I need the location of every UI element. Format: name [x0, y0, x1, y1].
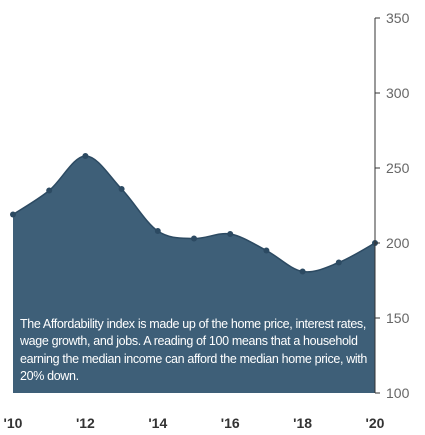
- data-point: [335, 259, 342, 266]
- area-fill: [13, 155, 375, 393]
- data-point: [10, 211, 16, 218]
- data-point: [227, 231, 234, 237]
- data-point: [154, 228, 161, 234]
- data-point: [191, 235, 197, 242]
- y-tick-label: 200: [386, 235, 410, 251]
- y-tick-label: 100: [386, 385, 410, 401]
- y-tick-label: 350: [386, 10, 410, 26]
- x-tick-label: '14: [148, 415, 167, 431]
- x-tick-label: '12: [76, 415, 95, 431]
- y-axis: 350 300 250 200 150 100: [374, 10, 410, 401]
- data-point: [46, 187, 53, 194]
- data-point: [263, 247, 270, 254]
- data-point: [82, 153, 89, 159]
- chart-annotation: The Affordability index is made up of th…: [20, 317, 368, 383]
- x-axis: '10 '12 '14 '16 '18 '20: [4, 415, 385, 431]
- y-tick-label: 300: [386, 85, 410, 101]
- data-points: [10, 153, 378, 275]
- data-point: [299, 268, 306, 275]
- y-tick-label: 150: [386, 310, 410, 326]
- x-tick-label: '16: [221, 415, 240, 431]
- y-tick-label: 250: [386, 160, 410, 176]
- x-tick-label: '18: [293, 415, 312, 431]
- x-tick-label: '10: [4, 415, 23, 431]
- x-tick-label: '20: [366, 415, 385, 431]
- data-point: [118, 186, 125, 192]
